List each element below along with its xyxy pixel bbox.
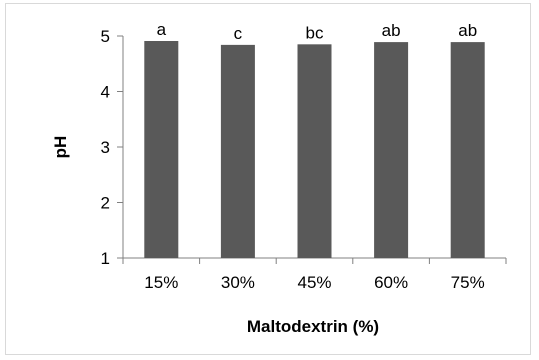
bar-data-label: ab bbox=[382, 21, 401, 40]
bar bbox=[450, 42, 485, 259]
bar bbox=[220, 44, 255, 258]
y-tick-label: 1 bbox=[101, 249, 110, 268]
x-tick-label: 60% bbox=[374, 273, 408, 292]
bar bbox=[144, 40, 179, 259]
bar bbox=[297, 44, 332, 259]
plot-area: 1 2 3 4 5 15% a 30% c 45% bc 60% ab 75% ab bbox=[101, 20, 507, 292]
y-tick-label: 3 bbox=[101, 138, 110, 157]
chart-frame bbox=[5, 3, 531, 355]
x-tick-label: 30% bbox=[221, 273, 255, 292]
bar-data-label: bc bbox=[306, 23, 324, 42]
bar-data-label: a bbox=[157, 20, 167, 39]
y-tick-label: 2 bbox=[101, 194, 110, 213]
x-tick-label: 75% bbox=[451, 273, 485, 292]
bar-data-label: c bbox=[234, 24, 243, 43]
bar bbox=[374, 42, 409, 259]
x-axis-title: Maltodextrin (%) bbox=[247, 317, 379, 336]
y-tick-label: 5 bbox=[101, 27, 110, 46]
y-axis-title: pH bbox=[51, 136, 70, 159]
y-tick-label: 4 bbox=[101, 83, 110, 102]
x-tick-label: 15% bbox=[144, 273, 178, 292]
x-tick-label: 45% bbox=[297, 273, 331, 292]
bar-data-label: ab bbox=[458, 21, 477, 40]
